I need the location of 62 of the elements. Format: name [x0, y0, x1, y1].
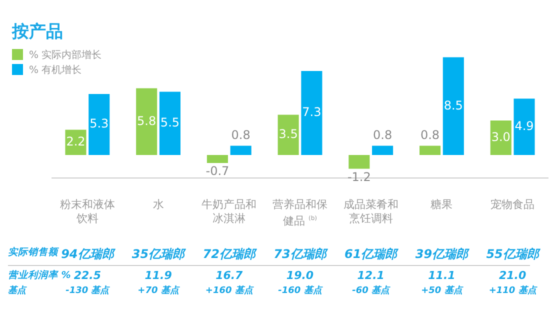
chart-title: 按产品 [12, 21, 63, 43]
text: 11.9 [144, 269, 172, 282]
data-label: 5.5 [160, 116, 180, 130]
text: 94亿瑞郎 [61, 246, 114, 263]
text: -130 基点 [66, 284, 110, 297]
bar [88, 94, 110, 155]
text: 12.1 [357, 269, 384, 282]
data-label: 2.2 [66, 134, 86, 148]
data-label: 0.8 [231, 128, 250, 142]
data-label: 8.5 [444, 98, 463, 112]
text: 55亿瑞郎 [486, 246, 539, 263]
bar [348, 155, 370, 169]
bar [206, 155, 228, 164]
data-label: -1.2 [347, 170, 371, 184]
text: 基点 [8, 284, 26, 297]
x-tick-label: 水 [152, 198, 165, 212]
text: 实际销售额 [8, 246, 58, 259]
data-label: 5.8 [137, 114, 156, 128]
data-label: 0.8 [420, 128, 440, 142]
data-label: 3.5 [278, 127, 298, 141]
bar [490, 120, 512, 155]
data-label: 3.0 [491, 130, 510, 144]
text: +70 基点 [138, 284, 179, 297]
x-tick-label: 成品菜肴和烹饪调料 [342, 198, 400, 226]
x-tick-label: 营养品和保健品 $^{(b)}$ [272, 198, 328, 229]
data-label: 5.3 [90, 116, 109, 131]
x-tick-label: 宠物食品 [490, 198, 536, 212]
data-label: 0.8 [373, 128, 392, 142]
text: 73亿瑞郎 [274, 246, 326, 263]
text: 35亿瑞郎 [132, 246, 185, 263]
text: 19.0 [286, 269, 314, 282]
bar [136, 88, 158, 155]
data-label: -0.7 [206, 164, 230, 178]
text: 营业利润率 % [8, 269, 71, 282]
text: 21.0 [498, 269, 526, 282]
text: +160 基点 [205, 284, 253, 297]
text: -160 基点 [278, 284, 322, 297]
x-tick-label: 牛奶产品和冰淇淋 [200, 198, 258, 226]
legend-label: % 实际内部增长 [28, 48, 102, 62]
bar [442, 57, 464, 155]
x-tick-label: 粉末和液体饮料 [58, 198, 116, 226]
data-label: 7.3 [302, 105, 322, 120]
text: 16.7 [216, 269, 243, 282]
legend-label: % 有机增长 [28, 64, 83, 77]
text: 22.5 [74, 269, 101, 282]
bar [372, 146, 394, 155]
text: +50 基点 [421, 284, 462, 297]
text: -60 基点 [352, 284, 390, 297]
bar [514, 98, 535, 155]
bar [159, 92, 180, 155]
bar [65, 130, 86, 155]
text: 11.1 [428, 269, 456, 282]
x-tick-label: 糖果 [430, 198, 454, 212]
bar [278, 114, 299, 155]
text: 72亿瑞郎 [202, 246, 256, 263]
text: +110 基点 [488, 284, 536, 297]
data-label: 4.9 [514, 118, 534, 133]
bar [230, 146, 252, 155]
bar [301, 71, 322, 155]
text: 61亿瑞郎 [344, 246, 398, 263]
text: 39亿瑞郎 [415, 246, 468, 263]
bar [420, 146, 441, 155]
